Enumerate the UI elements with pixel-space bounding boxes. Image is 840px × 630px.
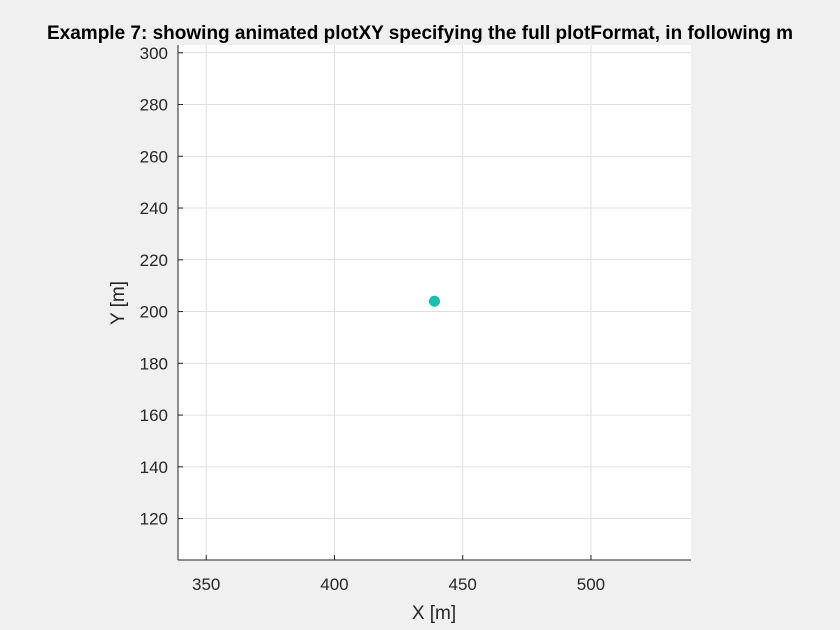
data-marks	[429, 295, 440, 307]
axes	[177, 45, 691, 561]
y-tick-label: 240	[140, 199, 168, 218]
x-tick-label: 350	[192, 575, 220, 594]
tick-labels: 350 400 450 500 120 140 160 180 200 220 240 260 280 3…	[140, 44, 606, 594]
x-axis-label: X [m]	[412, 603, 456, 624]
x-tick-label: 450	[449, 575, 477, 594]
y-tick-label: 260	[140, 147, 168, 166]
data-point	[429, 295, 440, 307]
y-axis-label: Y [m]	[108, 281, 129, 325]
grid	[178, 45, 691, 560]
y-tick-label: 280	[140, 96, 168, 115]
y-tick-label: 180	[140, 354, 168, 373]
y-tick-label: 120	[140, 510, 168, 529]
x-tick-label: 400	[320, 575, 348, 594]
y-tick-label: 200	[140, 303, 168, 322]
y-tick-label: 300	[140, 44, 168, 63]
y-tick-label: 140	[140, 458, 168, 477]
y-tick-label: 160	[140, 406, 168, 425]
y-tick-label: 220	[140, 251, 168, 270]
x-tick-label: 500	[577, 575, 605, 594]
chart-title: Example 7: showing animated plotXY speci…	[47, 23, 793, 44]
